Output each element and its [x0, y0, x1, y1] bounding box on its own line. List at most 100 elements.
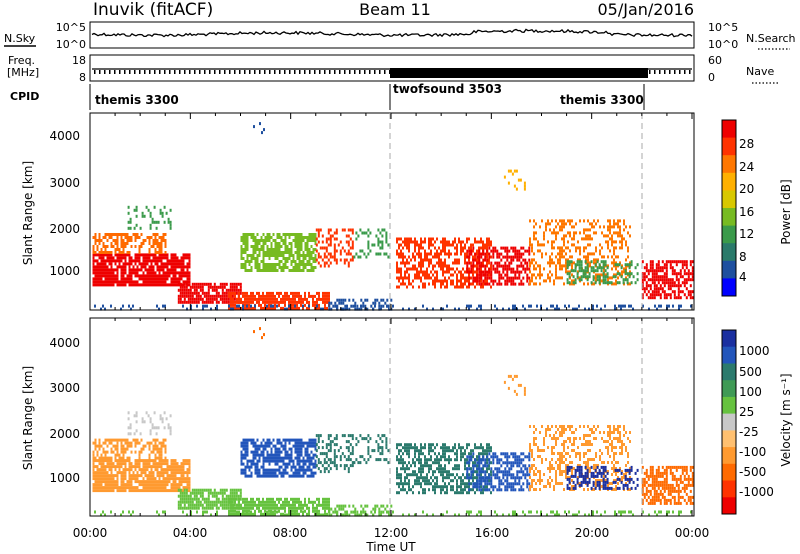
- scatter-cell: [518, 273, 521, 277]
- scatter-cell: [559, 261, 561, 265]
- scatter-cell: [235, 497, 238, 501]
- scatter-cell: [504, 255, 507, 259]
- scatter-cell: [284, 438, 287, 442]
- scatter-cell: [448, 270, 450, 274]
- scatter-cell: [96, 253, 99, 257]
- scatter-cell: [551, 243, 553, 247]
- scatter-cell: [183, 488, 186, 492]
- scatter-cell: [400, 249, 402, 253]
- scatter-cell: [188, 480, 191, 484]
- scatter-cell: [406, 467, 408, 471]
- scatter-cell: [154, 280, 157, 284]
- scatter-cell: [480, 237, 482, 241]
- scatter-cell: [144, 444, 147, 448]
- scatter-cell: [529, 264, 531, 268]
- scatter-cell: [325, 261, 328, 265]
- scatter-cell: [476, 270, 478, 274]
- scatter-cell: [166, 262, 169, 266]
- scatter-cell: [566, 278, 569, 282]
- scatter-cell: [292, 294, 294, 298]
- scatter-cell: [150, 283, 153, 287]
- scatter-cell: [144, 283, 147, 287]
- scatter-cell: [589, 237, 591, 241]
- scatter-cell: [177, 300, 180, 304]
- scatter-cell: [398, 452, 400, 456]
- scatter-cell: [653, 278, 656, 282]
- scatter-cell: [574, 263, 577, 267]
- scatter-cell: [400, 237, 402, 241]
- nave-point: [119, 70, 121, 74]
- scatter-cell: [613, 246, 615, 250]
- scatter-cell: [335, 231, 338, 235]
- scatter-cell: [316, 306, 318, 310]
- scatter-cell: [134, 239, 137, 242]
- scatter-cell: [178, 477, 181, 481]
- scatter-cell: [126, 233, 129, 236]
- scatter-cell: [306, 506, 308, 510]
- scatter-cell: [284, 509, 286, 513]
- scatter-cell: [340, 298, 343, 302]
- scatter-cell: [108, 477, 111, 481]
- scatter-cell: [568, 281, 571, 285]
- scatter-cell: [470, 264, 473, 268]
- scatter-cell: [572, 275, 575, 279]
- scatter-cell: [604, 304, 606, 308]
- scatter-cell: [669, 296, 672, 300]
- scatter-cell: [161, 420, 164, 424]
- scatter-cell: [268, 503, 270, 507]
- scatter-cell: [355, 231, 358, 235]
- scatter-cell: [678, 307, 680, 311]
- scatter-cell: [654, 304, 656, 308]
- scatter-cell: [335, 467, 338, 471]
- scatter-cell: [276, 453, 279, 457]
- scatter-cell: [545, 222, 547, 226]
- scatter-cell: [617, 222, 619, 226]
- scatter-cell: [122, 280, 125, 284]
- scatter-cell: [294, 260, 297, 263]
- scatter-cell: [333, 437, 336, 441]
- scatter-cell: [528, 267, 531, 271]
- scatter-cell: [651, 275, 654, 279]
- scatter-cell: [623, 237, 625, 241]
- scatter-cell: [452, 279, 454, 283]
- scatter-cell: [659, 269, 662, 273]
- scatter-cell: [470, 270, 473, 274]
- scatter-cell: [146, 480, 149, 484]
- scatter-cell: [420, 258, 422, 262]
- scatter-cell: [130, 441, 133, 445]
- scatter-cell: [188, 259, 191, 263]
- scatter-cell: [166, 468, 169, 472]
- scatter-cell: [630, 281, 633, 285]
- scatter-cell: [118, 471, 121, 475]
- scatter-cell: [284, 456, 287, 460]
- scatter-cell: [470, 261, 472, 265]
- scatter-cell: [164, 262, 167, 266]
- scatter-cell: [484, 258, 487, 262]
- scatter-cell: [482, 240, 484, 244]
- scatter-cell: [215, 500, 218, 504]
- scatter-cell: [246, 453, 249, 457]
- scatter-cell: [539, 267, 541, 271]
- scatter-cell: [611, 225, 613, 229]
- scatter-cell: [152, 450, 155, 454]
- scatter-cell: [335, 258, 338, 262]
- scatter-cell: [260, 236, 263, 239]
- scatter-cell: [314, 444, 317, 448]
- scatter-cell: [92, 465, 95, 469]
- scatter-cell: [484, 282, 487, 286]
- scatter-cell: [294, 474, 297, 478]
- scatter-cell: [148, 236, 151, 239]
- scatter-cell: [574, 307, 576, 311]
- scatter-cell: [573, 261, 575, 265]
- scatter-cell: [132, 477, 135, 481]
- scatter-cell: [280, 260, 283, 263]
- scatter-cell: [294, 456, 297, 460]
- scatter-cell: [116, 489, 119, 493]
- scatter-cell: [114, 438, 117, 442]
- scatter-cell: [576, 275, 579, 279]
- scatter-cell: [112, 483, 115, 487]
- scatter-cell: [244, 303, 246, 307]
- scatter-cell: [145, 205, 148, 209]
- scatter-cell: [120, 483, 123, 487]
- scatter-cell: [420, 279, 422, 283]
